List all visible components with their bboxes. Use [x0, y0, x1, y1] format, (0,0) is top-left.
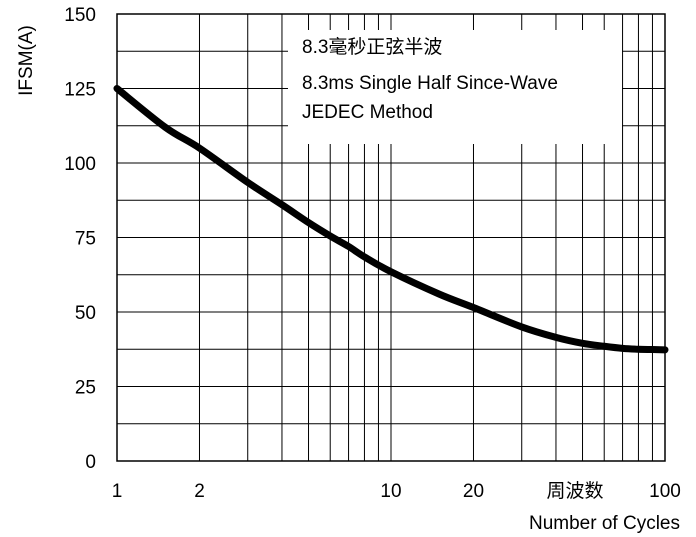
x-tick-label: 100 — [649, 481, 681, 502]
series-curve — [113, 85, 669, 354]
y-tick-labels: 0 25 50 75 100 125 150 — [64, 5, 96, 473]
annotation-line-cn: 8.3毫秒正弦半波 — [302, 36, 442, 58]
x-tick-label: 2 — [194, 481, 205, 502]
x-axis-label-cn: 周波数 — [546, 480, 603, 502]
y-axis-label: IFSM(A) — [16, 25, 37, 96]
y-tick-label: 150 — [64, 5, 96, 26]
x-tick-label: 10 — [380, 481, 401, 502]
y-tick-label: 75 — [75, 229, 96, 250]
x-axis-label: Number of Cycles — [529, 513, 680, 534]
annotation-line-method: JEDEC Method — [302, 102, 433, 123]
annotation-line-en: 8.3ms Single Half Since-Wave — [302, 73, 558, 94]
y-tick-label: 50 — [75, 303, 96, 324]
annotation-background — [288, 30, 622, 144]
y-tick-label: 125 — [64, 80, 96, 101]
x-tick-labels: 1 2 10 20 100 — [112, 481, 681, 502]
y-tick-label: 0 — [85, 452, 96, 473]
plot-frame — [116, 13, 666, 462]
annotation: 8.3毫秒正弦半波 8.3ms Single Half Since-Wave J… — [302, 36, 558, 123]
y-tick-label: 100 — [64, 154, 96, 175]
y-tick-label: 25 — [75, 378, 96, 399]
x-tick-label: 1 — [112, 481, 123, 502]
x-tick-label: 20 — [463, 481, 484, 502]
